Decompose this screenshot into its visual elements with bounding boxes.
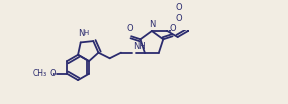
Text: O: O — [169, 24, 176, 33]
Text: O: O — [175, 14, 182, 23]
Text: CH₃: CH₃ — [33, 69, 47, 78]
Text: O: O — [126, 24, 133, 33]
Text: O: O — [49, 69, 56, 78]
Text: N: N — [149, 20, 155, 29]
Text: H: H — [83, 30, 88, 36]
Text: N: N — [78, 29, 85, 38]
Text: O: O — [175, 3, 182, 12]
Text: NH: NH — [133, 42, 146, 51]
